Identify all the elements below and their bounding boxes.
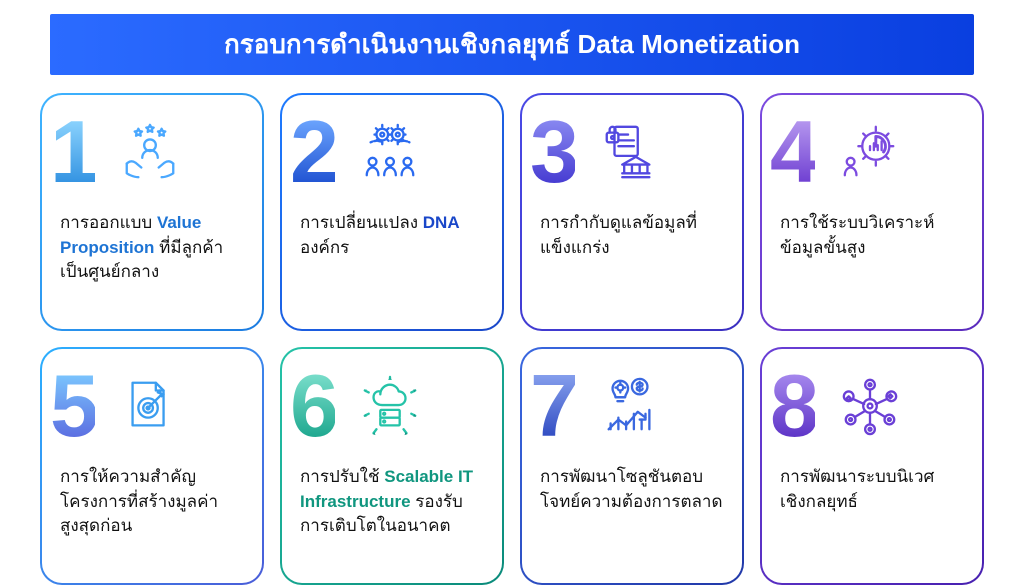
card-4: 4 การใช้ระบบวิเคราะห์ข้อมูลขั้นสูง bbox=[760, 93, 984, 331]
card-number: 2 bbox=[290, 117, 335, 187]
card-6: 6 การปรับใช้ Scalable IT Infrastructure … bbox=[280, 347, 504, 585]
card-3: 3 การกำกับดูแลข้อมูลที่แข็งแกร่ง bbox=[520, 93, 744, 331]
card-caption: การเปลี่ยนแปลง DNA องค์กร bbox=[300, 211, 484, 260]
card-number: 4 bbox=[770, 117, 815, 187]
card-1: 1 การออกแบบ Value Proposition ที่มีลูกค้… bbox=[40, 93, 264, 331]
card-caption: การปรับใช้ Scalable IT Infrastructure รอ… bbox=[300, 465, 484, 539]
bulb-money-growth-icon bbox=[595, 371, 665, 441]
gears-people-icon bbox=[355, 117, 425, 187]
card-caption: การพัฒนาระบบนิเวศเชิงกลยุทธ์ bbox=[780, 465, 964, 514]
card-number: 3 bbox=[530, 117, 575, 187]
card-5: 5 การให้ความสำคัญโครงการที่สร้างมูลค่าสู… bbox=[40, 347, 264, 585]
lock-doc-bank-icon bbox=[595, 117, 665, 187]
cloud-server-arrows-icon bbox=[355, 371, 425, 441]
card-caption: การให้ความสำคัญโครงการที่สร้างมูลค่าสูงส… bbox=[60, 465, 244, 539]
card-2: 2 การเปลี่ยนแปลง DNA องค์กร bbox=[280, 93, 504, 331]
hands-star-user-icon bbox=[115, 117, 185, 187]
card-caption: การพัฒนาโซลูชันตอบโจทย์ความต้องการตลาด bbox=[540, 465, 724, 514]
card-grid: 1 การออกแบบ Value Proposition ที่มีลูกค้… bbox=[40, 93, 984, 585]
card-number: 8 bbox=[770, 371, 815, 441]
network-nodes-icon bbox=[835, 371, 905, 441]
card-caption: การกำกับดูแลข้อมูลที่แข็งแกร่ง bbox=[540, 211, 724, 260]
card-caption: การออกแบบ Value Proposition ที่มีลูกค้าเ… bbox=[60, 211, 244, 285]
card-8: 8 การพัฒนาระบบนิเวศเชิงกลยุทธ์ bbox=[760, 347, 984, 585]
gear-chart-person-icon bbox=[835, 117, 905, 187]
card-caption: การใช้ระบบวิเคราะห์ข้อมูลขั้นสูง bbox=[780, 211, 964, 260]
card-number: 5 bbox=[50, 371, 95, 441]
doc-target-icon bbox=[115, 371, 185, 441]
card-7: 7 การพัฒนาโซลูชันตอบโจทย์ความต้องการตลาด bbox=[520, 347, 744, 585]
page-title: กรอบการดำเนินงานเชิงกลยุทธ์ Data Monetiz… bbox=[50, 14, 974, 75]
card-number: 1 bbox=[50, 117, 95, 187]
highlight-text: DNA bbox=[423, 213, 460, 232]
card-number: 7 bbox=[530, 371, 575, 441]
card-number: 6 bbox=[290, 371, 335, 441]
